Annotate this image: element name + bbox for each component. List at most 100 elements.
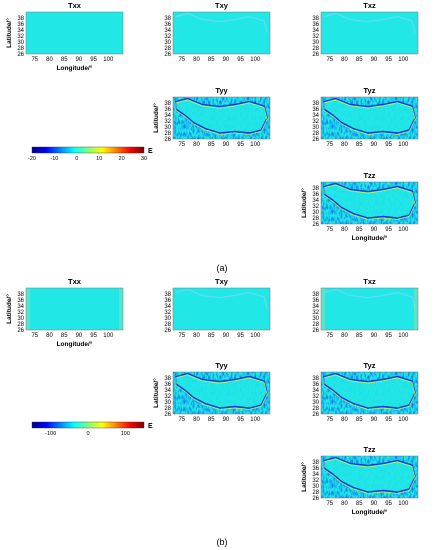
plateau-region <box>323 456 416 493</box>
y-tick-label: 38 <box>17 16 24 22</box>
x-tick-label: 90 <box>371 142 378 148</box>
x-tick-label: 100 <box>398 333 409 339</box>
colorbar-tick-label: -100 <box>45 431 56 437</box>
colorbar-unit: E <box>148 423 153 430</box>
x-tick-label: 75 <box>326 227 333 233</box>
y-tick-label: 30 <box>312 316 319 322</box>
faint-anomaly <box>323 12 416 34</box>
plot-frame <box>172 287 271 331</box>
y-tick-label: 38 <box>164 292 171 298</box>
x-tick-label: 90 <box>371 417 378 423</box>
panel-title: Tyy <box>215 86 228 95</box>
x-tick-label: 85 <box>356 142 363 148</box>
x-tick-label: 85 <box>208 57 215 63</box>
y-tick-label: 34 <box>164 388 171 394</box>
y-tick-label: 28 <box>17 46 24 52</box>
y-tick-label: 32 <box>164 310 171 316</box>
y-tick-label: 28 <box>312 131 319 137</box>
x-tick-label: 100 <box>103 333 114 339</box>
x-tick-label: 90 <box>371 333 378 339</box>
x-tick-label: 100 <box>250 333 261 339</box>
y-axis-label: Latitude/° <box>152 378 160 408</box>
edge-strip-right <box>414 288 418 330</box>
x-tick-label: 95 <box>237 333 244 339</box>
y-tick-label: 26 <box>312 412 319 418</box>
x-tick-label: 85 <box>356 333 363 339</box>
y-tick-label: 32 <box>164 119 171 125</box>
heatmap-field <box>173 12 270 54</box>
y-tick-label: 30 <box>164 316 171 322</box>
anomaly-ridge <box>323 458 416 494</box>
heatmap-field <box>26 12 123 54</box>
y-tick-label: 32 <box>312 34 319 40</box>
x-tick-label: 85 <box>356 227 363 233</box>
y-tick-label: 34 <box>164 28 171 34</box>
y-tick-label: 28 <box>17 322 24 328</box>
y-tick-label: 30 <box>164 400 171 406</box>
y-tick-label: 38 <box>312 292 319 298</box>
faint-anomaly <box>175 288 268 310</box>
y-tick-label: 32 <box>164 34 171 40</box>
y-tick-label: 36 <box>17 22 24 28</box>
x-tick-label: 100 <box>250 142 261 148</box>
y-tick-label: 38 <box>312 101 319 107</box>
x-tick-label: 100 <box>398 417 409 423</box>
y-tick-label: 34 <box>164 304 171 310</box>
y-tick-label: 36 <box>312 22 319 28</box>
y-tick-label: 32 <box>164 394 171 400</box>
x-tick-label: 75 <box>326 501 333 507</box>
y-tick-label: 34 <box>312 198 319 204</box>
y-tick-label: 28 <box>312 406 319 412</box>
plot-frame <box>25 287 124 331</box>
y-tick-label: 38 <box>312 460 319 466</box>
y-tick-label: 26 <box>17 52 24 58</box>
y-tick-label: 36 <box>312 192 319 198</box>
y-tick-label: 38 <box>17 292 24 298</box>
x-tick-label: 85 <box>356 417 363 423</box>
x-tick-label: 85 <box>61 57 68 63</box>
y-tick-label: 36 <box>17 298 24 304</box>
x-tick-label: 75 <box>178 142 185 148</box>
y-axis-label: Latitude/° <box>300 188 308 218</box>
panel-title: Tzz <box>363 171 375 180</box>
colorbar-gradient <box>31 421 145 429</box>
x-tick-label: 80 <box>341 417 348 423</box>
x-tick-label: 80 <box>193 333 200 339</box>
y-tick-label: 30 <box>312 400 319 406</box>
plot-frame <box>172 371 271 415</box>
y-tick-label: 26 <box>164 137 171 143</box>
y-tick-label: 38 <box>164 376 171 382</box>
x-tick-label: 100 <box>250 417 261 423</box>
colorbar: -20 -10 0 10 20 30E <box>28 146 153 162</box>
plateau-region <box>175 97 268 134</box>
x-tick-label: 75 <box>31 333 38 339</box>
x-tick-label: 90 <box>223 142 230 148</box>
plot-frame <box>172 11 271 55</box>
x-tick-label: 95 <box>237 57 244 63</box>
x-axis-label: Longitude/° <box>352 508 388 516</box>
panel-title: Txy <box>215 277 229 286</box>
x-tick-label: 80 <box>341 142 348 148</box>
caption-b: (b) <box>217 537 228 547</box>
x-tick-label: 80 <box>341 501 348 507</box>
plot-frame <box>25 11 124 55</box>
x-axis-label: Longitude/° <box>57 64 93 72</box>
y-tick-label: 28 <box>312 46 319 52</box>
plateau-region <box>323 182 416 219</box>
plateau-region <box>323 97 416 134</box>
plot-frame <box>320 96 419 140</box>
x-tick-label: 85 <box>356 57 363 63</box>
y-tick-label: 30 <box>17 316 24 322</box>
y-tick-label: 36 <box>312 107 319 113</box>
x-tick-label: 95 <box>237 142 244 148</box>
colorbar-tick-label: 10 <box>96 156 102 162</box>
y-tick-label: 26 <box>312 496 319 502</box>
panel-title: Txx <box>68 277 82 286</box>
